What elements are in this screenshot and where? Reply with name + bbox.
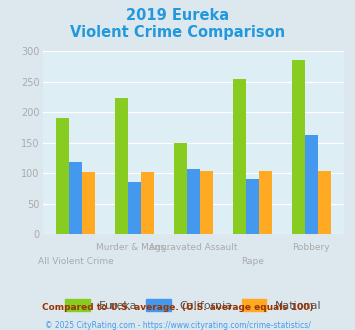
Bar — [259, 171, 272, 234]
Text: All Violent Crime: All Violent Crime — [38, 257, 114, 266]
Bar — [69, 162, 82, 234]
Bar — [56, 118, 69, 234]
Bar — [200, 171, 213, 234]
Bar — [246, 180, 259, 234]
Text: Robbery: Robbery — [293, 243, 330, 251]
Text: Compared to U.S. average. (U.S. average equals 100): Compared to U.S. average. (U.S. average … — [42, 303, 313, 312]
Bar — [174, 143, 187, 234]
Text: Murder & Mans...: Murder & Mans... — [96, 243, 173, 251]
Text: © 2025 CityRating.com - https://www.cityrating.com/crime-statistics/: © 2025 CityRating.com - https://www.city… — [45, 321, 310, 330]
Bar — [82, 172, 95, 234]
Bar — [233, 79, 246, 234]
Text: Aggravated Assault: Aggravated Assault — [149, 243, 238, 251]
Bar — [128, 182, 141, 234]
Bar — [292, 60, 305, 234]
Bar — [187, 169, 200, 234]
Bar — [305, 135, 318, 234]
Text: Rape: Rape — [241, 257, 264, 266]
Bar — [115, 98, 128, 234]
Legend: Eureka, California, National: Eureka, California, National — [61, 295, 326, 315]
Bar — [141, 172, 154, 234]
Bar — [318, 171, 331, 234]
Text: 2019 Eureka: 2019 Eureka — [126, 8, 229, 23]
Text: Violent Crime Comparison: Violent Crime Comparison — [70, 25, 285, 40]
